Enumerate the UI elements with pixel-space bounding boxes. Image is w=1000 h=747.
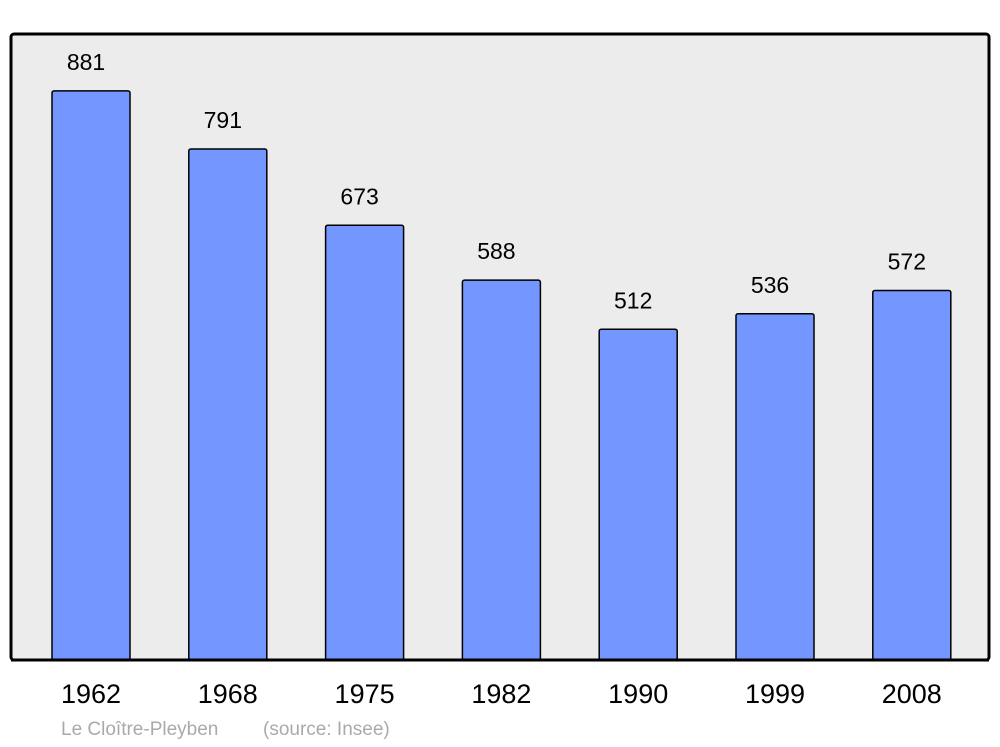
bar bbox=[188, 148, 268, 661]
bar bbox=[51, 90, 131, 661]
x-tick-label: 2008 bbox=[882, 679, 942, 709]
value-label: 536 bbox=[751, 272, 789, 298]
bar bbox=[324, 224, 405, 661]
bar bbox=[461, 279, 542, 661]
source-note: (source: Insee) bbox=[263, 719, 390, 740]
x-tick-label: 1982 bbox=[471, 679, 531, 709]
bar bbox=[735, 312, 815, 661]
chart-title: Le Cloître-Pleyben bbox=[61, 719, 218, 740]
x-tick-label: 1962 bbox=[61, 679, 121, 709]
x-tick-label: 1999 bbox=[745, 679, 805, 709]
value-label: 572 bbox=[888, 249, 926, 275]
value-label: 881 bbox=[67, 49, 105, 75]
bar bbox=[872, 289, 952, 661]
value-label: 673 bbox=[340, 183, 378, 209]
value-label: 791 bbox=[204, 107, 242, 133]
bar bbox=[598, 328, 678, 661]
value-label: 512 bbox=[614, 287, 652, 313]
x-tick-label: 1975 bbox=[335, 679, 395, 709]
value-label: 588 bbox=[477, 238, 515, 264]
x-tick-label: 1968 bbox=[198, 679, 258, 709]
x-tick-label: 1990 bbox=[608, 679, 668, 709]
